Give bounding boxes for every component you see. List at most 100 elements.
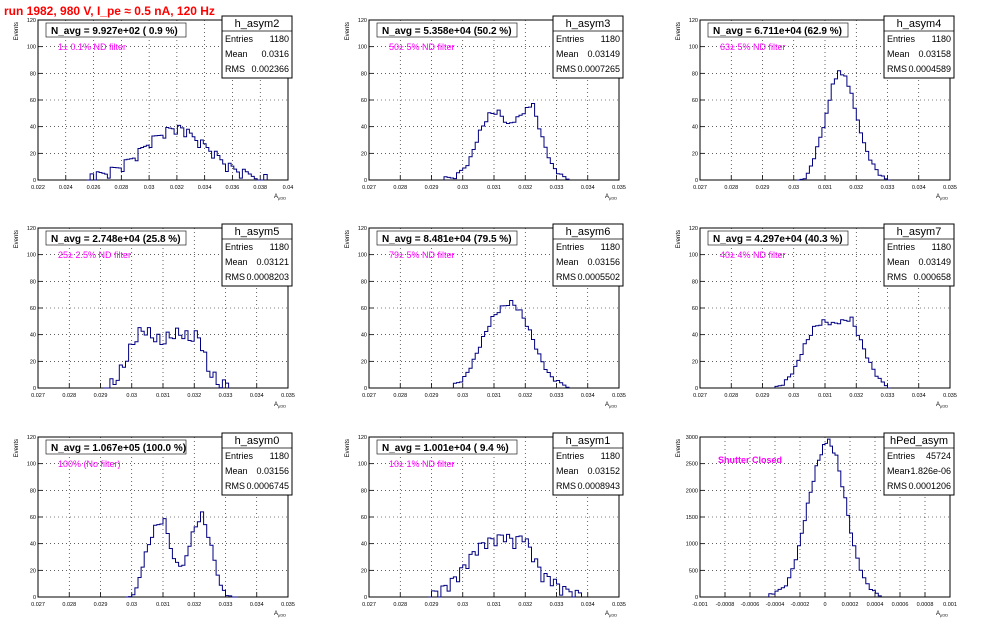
y-tick-label: 20 bbox=[692, 359, 698, 365]
x-tick-label: 0.031 bbox=[487, 185, 501, 191]
histogram-panel-h_asym0: 0.027 0.028 0.029 0.03 0.031 0.032 0.033 0.034 0… bbox=[14, 432, 295, 618]
x-tick-label: 0.035 bbox=[281, 602, 295, 608]
x-tick-label: 0.034 bbox=[912, 185, 926, 191]
histogram-panel-hPed_asym: -0.001 -0.0008 -0.0006 -0.0004 -0.0002 0 0.000… bbox=[676, 432, 957, 618]
page-title: run 1982, 980 V, I_pe ≈ 0.5 nA, 120 Hz bbox=[4, 4, 215, 18]
y-axis-label: Events bbox=[14, 230, 20, 248]
stats-label: RMS bbox=[225, 481, 245, 491]
x-tick-label: 0.03 bbox=[457, 393, 468, 399]
y-axis-label: Events bbox=[14, 439, 20, 457]
x-tick-label: 0.036 bbox=[226, 185, 240, 191]
filter-label: 1± 0.1% ND filter bbox=[58, 42, 126, 52]
y-tick-label: 40 bbox=[361, 542, 367, 548]
y-tick-label: 40 bbox=[30, 125, 36, 131]
x-tick-label: 0.04 bbox=[283, 185, 294, 191]
stats-title: h_asym1 bbox=[566, 435, 611, 447]
stats-value: -1.826e-06 bbox=[907, 466, 951, 476]
stats-value: 0.0004589 bbox=[908, 64, 951, 74]
x-tick-label: 0.032 bbox=[518, 393, 532, 399]
x-tick-label: 0.034 bbox=[198, 185, 212, 191]
stats-value: 0.03152 bbox=[587, 466, 620, 476]
y-tick-label: 100 bbox=[358, 462, 367, 468]
y-tick-label: 0 bbox=[33, 178, 36, 184]
histogram-panel-h_asym7: 0.027 0.028 0.029 0.03 0.031 0.032 0.033 0.034 0… bbox=[676, 223, 957, 409]
x-tick-label: -0.0008 bbox=[716, 602, 735, 608]
y-tick-label: 80 bbox=[361, 279, 367, 285]
stats-label: RMS bbox=[225, 272, 245, 282]
y-tick-label: 60 bbox=[30, 98, 36, 104]
y-tick-label: 3000 bbox=[686, 435, 698, 441]
y-axis-label: Events bbox=[14, 22, 20, 40]
x-axis-label: AμDD bbox=[936, 402, 948, 409]
y-tick-label: 120 bbox=[358, 18, 367, 24]
stats-label: RMS bbox=[887, 272, 907, 282]
stats-box bbox=[221, 432, 293, 496]
x-tick-label: 0.028 bbox=[62, 393, 76, 399]
x-tick-label: 0.029 bbox=[756, 393, 770, 399]
filter-label: 100% (No filter) bbox=[58, 459, 121, 469]
stats-title: h_asym2 bbox=[235, 18, 280, 30]
x-tick-label: 0.001 bbox=[943, 602, 957, 608]
y-tick-label: 40 bbox=[30, 542, 36, 548]
x-tick-label: 0.032 bbox=[518, 185, 532, 191]
y-axis-label: Events bbox=[676, 22, 682, 40]
x-tick-label: 0.035 bbox=[943, 393, 957, 399]
navg-box bbox=[376, 230, 518, 246]
x-tick-label: 0.034 bbox=[250, 393, 264, 399]
y-tick-label: 0 bbox=[364, 386, 367, 392]
x-tick-label: 0.03 bbox=[457, 602, 468, 608]
x-tick-label: -0.0004 bbox=[766, 602, 785, 608]
y-tick-label: 100 bbox=[689, 45, 698, 51]
stats-label: Mean bbox=[225, 466, 248, 476]
x-tick-label: 0.031 bbox=[818, 185, 832, 191]
x-tick-label: 0.0002 bbox=[842, 602, 859, 608]
y-tick-label: 40 bbox=[361, 125, 367, 131]
stats-title: h_asym4 bbox=[897, 18, 942, 30]
stats-label: Entries bbox=[556, 242, 585, 252]
stats-value: 0.03149 bbox=[918, 257, 951, 267]
y-tick-label: 80 bbox=[692, 71, 698, 77]
x-axis-label: AμDD bbox=[274, 194, 286, 201]
x-tick-label: 0.029 bbox=[425, 602, 439, 608]
x-tick-label: 0.027 bbox=[31, 393, 45, 399]
stats-label: RMS bbox=[887, 64, 907, 74]
stats-value: 0.03156 bbox=[256, 466, 289, 476]
stats-value: 0.000658 bbox=[913, 272, 951, 282]
x-tick-label: 0.034 bbox=[250, 602, 264, 608]
x-axis-label: AμDD bbox=[605, 611, 617, 618]
stats-label: RMS bbox=[556, 481, 576, 491]
x-tick-label: 0.038 bbox=[253, 185, 267, 191]
x-tick-label: 0.032 bbox=[849, 185, 863, 191]
stats-value: 0.002366 bbox=[251, 64, 289, 74]
x-tick-label: 0.028 bbox=[62, 602, 76, 608]
filter-label: 25± 2.5% ND filter bbox=[58, 250, 131, 260]
histogram-panel-h_asym4: 0.027 0.028 0.029 0.03 0.031 0.032 0.033 0.034 0… bbox=[676, 15, 957, 201]
x-tick-label: 0.029 bbox=[756, 185, 770, 191]
navg-box bbox=[707, 230, 849, 246]
stats-label: Mean bbox=[556, 466, 579, 476]
stats-value: 1180 bbox=[601, 242, 620, 252]
x-tick-label: 0.031 bbox=[818, 393, 832, 399]
histogram-series bbox=[774, 316, 891, 389]
y-tick-label: 80 bbox=[30, 488, 36, 494]
stats-value: 0.0007265 bbox=[577, 64, 620, 74]
x-tick-label: 0.027 bbox=[362, 185, 376, 191]
y-tick-label: 120 bbox=[27, 435, 36, 441]
y-tick-label: 40 bbox=[30, 333, 36, 339]
y-axis-label: Events bbox=[676, 439, 682, 457]
x-tick-label: 0.029 bbox=[425, 185, 439, 191]
navg-label: N_avg = 4.297e+04 (40.3 %) bbox=[713, 234, 843, 245]
x-tick-label: 0.0006 bbox=[892, 602, 909, 608]
stats-box bbox=[221, 15, 293, 79]
navg-box bbox=[376, 439, 518, 455]
stats-value: 1180 bbox=[932, 34, 951, 44]
stats-value: 0.03121 bbox=[256, 257, 289, 267]
y-tick-label: 60 bbox=[692, 98, 698, 104]
x-tick-label: 0.03 bbox=[788, 185, 799, 191]
x-tick-label: 0.022 bbox=[31, 185, 45, 191]
navg-box bbox=[45, 230, 187, 246]
x-tick-label: 0.03 bbox=[126, 393, 137, 399]
y-tick-label: 20 bbox=[30, 151, 36, 157]
stats-box bbox=[552, 223, 624, 287]
